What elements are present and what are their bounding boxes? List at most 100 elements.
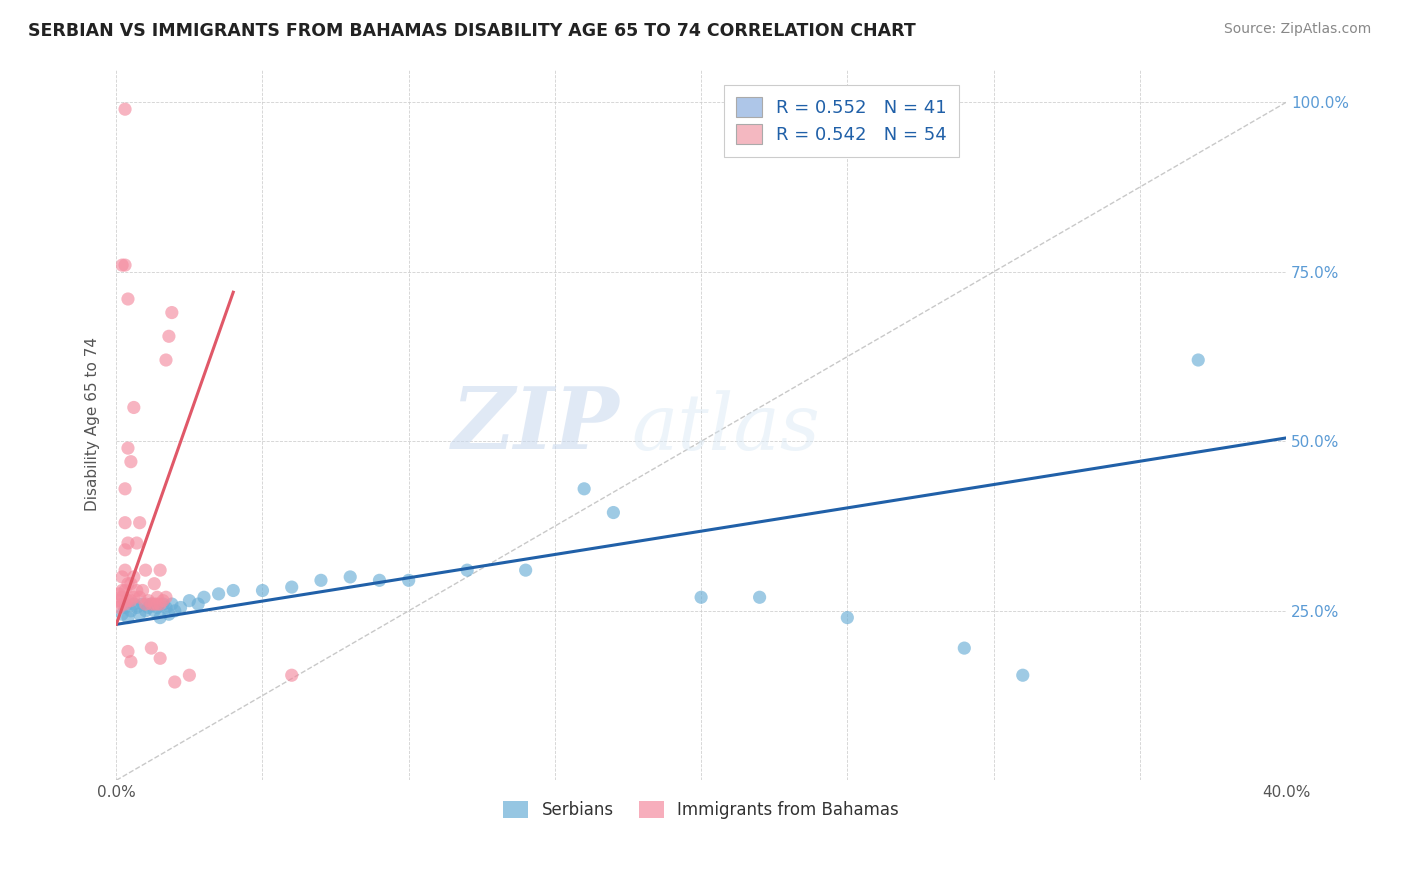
Point (120, 455, 142, 469)
Point (125, 536, 148, 550)
Point (134, 604, 156, 618)
Point (953, 641, 976, 656)
Point (122, 401, 145, 415)
Point (120, 604, 142, 618)
Point (120, 655, 142, 669)
Point (114, 482, 136, 496)
Point (149, 610, 172, 624)
Point (149, 651, 172, 665)
Point (280, 668, 302, 682)
Point (149, 563, 172, 577)
Y-axis label: Disability Age 65 to 74: Disability Age 65 to 74 (86, 337, 100, 511)
Point (163, 675, 186, 690)
Point (117, 292, 139, 306)
Point (128, 607, 150, 622)
Point (157, 607, 180, 622)
Point (125, 583, 148, 598)
Point (169, 600, 191, 615)
Point (456, 563, 478, 577)
Point (111, 583, 134, 598)
Point (160, 305, 183, 319)
Point (120, 593, 142, 607)
Point (252, 583, 274, 598)
Point (280, 580, 302, 594)
Text: SERBIAN VS IMMIGRANTS FROM BAHAMAS DISABILITY AGE 65 TO 74 CORRELATION CHART: SERBIAN VS IMMIGRANTS FROM BAHAMAS DISAB… (28, 22, 915, 40)
Point (114, 258, 136, 272)
Legend: Serbians, Immigrants from Bahamas: Serbians, Immigrants from Bahamas (496, 794, 905, 825)
Point (572, 482, 595, 496)
Point (114, 600, 136, 615)
Point (114, 542, 136, 557)
Point (108, 587, 131, 601)
Point (179, 668, 201, 682)
Point (163, 604, 186, 618)
Point (111, 591, 134, 605)
Point (114, 563, 136, 577)
Point (117, 593, 139, 607)
Point (309, 574, 332, 588)
Point (146, 591, 169, 605)
Text: Source: ZipAtlas.com: Source: ZipAtlas.com (1223, 22, 1371, 37)
Point (1187, 353, 1209, 368)
Point (141, 597, 163, 611)
Point (602, 506, 624, 520)
Point (111, 570, 134, 584)
Point (193, 591, 215, 605)
Point (152, 593, 174, 607)
Point (134, 597, 156, 611)
Point (837, 610, 859, 624)
Point (108, 600, 131, 615)
Point (117, 576, 139, 591)
Point (128, 591, 150, 605)
Point (138, 593, 160, 607)
Point (111, 597, 134, 611)
Point (134, 563, 156, 577)
Text: ZIP: ZIP (451, 383, 619, 467)
Point (122, 570, 145, 584)
Point (141, 641, 163, 656)
Point (114, 597, 136, 611)
Point (131, 583, 153, 598)
Point (368, 574, 391, 588)
Point (128, 516, 150, 530)
Point (120, 576, 142, 591)
Point (114, 102, 136, 116)
Point (155, 353, 177, 368)
Point (222, 583, 245, 598)
Point (179, 593, 201, 607)
Point (114, 516, 136, 530)
Point (146, 600, 169, 615)
Point (152, 597, 174, 611)
Point (155, 591, 177, 605)
Point (157, 329, 180, 343)
Point (117, 644, 139, 658)
Point (111, 607, 134, 622)
Point (515, 563, 537, 577)
Point (131, 597, 153, 611)
Point (748, 591, 770, 605)
Point (122, 591, 145, 605)
Point (143, 604, 166, 618)
Point (138, 600, 160, 615)
Point (122, 597, 145, 611)
Point (117, 610, 139, 624)
Point (143, 576, 166, 591)
Point (149, 597, 172, 611)
Point (339, 570, 361, 584)
Text: atlas: atlas (631, 390, 820, 467)
Point (398, 574, 420, 588)
Point (108, 593, 131, 607)
Point (187, 597, 209, 611)
Point (146, 597, 169, 611)
Point (155, 600, 177, 615)
Point (1011, 668, 1033, 682)
Point (125, 600, 148, 615)
Point (143, 597, 166, 611)
Point (160, 597, 183, 611)
Point (117, 441, 139, 455)
Point (117, 536, 139, 550)
Point (114, 583, 136, 598)
Point (141, 597, 163, 611)
Point (207, 587, 229, 601)
Point (690, 591, 713, 605)
